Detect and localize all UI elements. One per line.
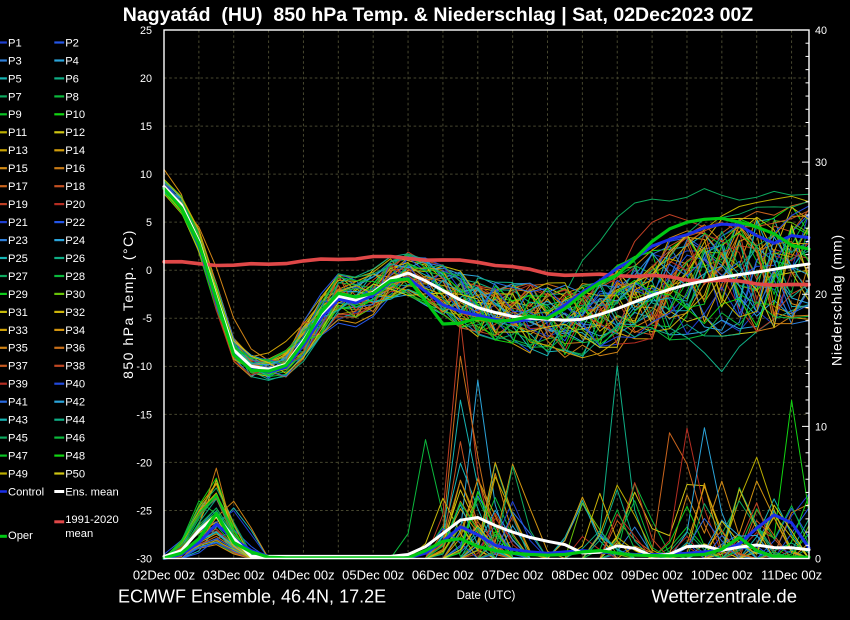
svg-text:P2: P2 [65, 37, 79, 49]
svg-text:30: 30 [815, 157, 827, 169]
svg-text:-30: -30 [136, 553, 152, 565]
svg-text:40: 40 [815, 25, 827, 37]
svg-text:P7: P7 [8, 91, 22, 103]
svg-text:04Dec 00z: 04Dec 00z [272, 568, 334, 583]
svg-text:11Dec 00z: 11Dec 00z [761, 568, 822, 583]
svg-text:Ens. mean: Ens. mean [65, 486, 118, 498]
svg-text:P9: P9 [8, 109, 22, 121]
svg-text:P25: P25 [8, 253, 28, 265]
svg-text:P42: P42 [65, 397, 85, 409]
svg-text:P41: P41 [8, 397, 28, 409]
svg-text:1991-2020: 1991-2020 [65, 514, 119, 526]
svg-text:-20: -20 [136, 457, 152, 469]
svg-text:5: 5 [146, 217, 152, 229]
svg-text:P16: P16 [65, 163, 85, 175]
svg-text:Date (UTC): Date (UTC) [457, 590, 516, 602]
svg-text:ECMWF Ensemble, 46.4N, 17.2E: ECMWF Ensemble, 46.4N, 17.2E [118, 587, 386, 607]
svg-text:P20: P20 [65, 199, 85, 211]
svg-text:P28: P28 [65, 271, 85, 283]
svg-text:07Dec 00z: 07Dec 00z [482, 568, 544, 583]
svg-text:P45: P45 [8, 433, 28, 445]
svg-text:-15: -15 [136, 409, 152, 421]
svg-text:P31: P31 [8, 307, 28, 319]
svg-text:09Dec 00z: 09Dec 00z [621, 568, 683, 583]
svg-text:P19: P19 [8, 199, 28, 211]
svg-text:05Dec 00z: 05Dec 00z [342, 568, 404, 583]
svg-text:P40: P40 [65, 379, 85, 391]
svg-text:850 hPa Temp. (°C): 850 hPa Temp. (°C) [120, 229, 136, 379]
svg-text:P26: P26 [65, 253, 85, 265]
svg-text:Wetterzentrale.de: Wetterzentrale.de [651, 586, 797, 607]
svg-text:08Dec 00z: 08Dec 00z [551, 568, 613, 583]
svg-text:15: 15 [140, 121, 152, 133]
svg-text:P49: P49 [8, 468, 28, 480]
svg-text:P15: P15 [8, 163, 28, 175]
svg-text:mean: mean [65, 528, 93, 540]
svg-text:P22: P22 [65, 217, 85, 229]
svg-text:P8: P8 [65, 91, 79, 103]
svg-text:-25: -25 [136, 505, 152, 517]
svg-text:P29: P29 [8, 289, 28, 301]
svg-text:P18: P18 [65, 181, 85, 193]
svg-text:10: 10 [815, 421, 827, 433]
svg-text:-10: -10 [136, 361, 152, 373]
svg-text:P11: P11 [8, 127, 27, 139]
svg-text:02Dec 00z: 02Dec 00z [133, 568, 195, 583]
svg-text:P17: P17 [8, 181, 28, 193]
svg-text:Niederschlag (mm): Niederschlag (mm) [829, 234, 845, 366]
svg-text:P10: P10 [65, 109, 85, 121]
svg-text:P27: P27 [8, 271, 28, 283]
svg-text:P1: P1 [8, 37, 22, 49]
svg-text:Nagyatád (HU) 850 hPa Temp.: Nagyatád (HU) 850 hPa Temp. & Niederschl… [123, 4, 754, 26]
svg-text:06Dec 00z: 06Dec 00z [412, 568, 474, 583]
svg-text:20: 20 [140, 73, 152, 85]
svg-text:P14: P14 [65, 145, 85, 157]
svg-text:0: 0 [815, 553, 821, 565]
svg-text:0: 0 [146, 265, 152, 277]
svg-text:P47: P47 [8, 451, 28, 463]
svg-text:P50: P50 [65, 468, 85, 480]
svg-text:20: 20 [815, 289, 827, 301]
svg-text:03Dec 00z: 03Dec 00z [203, 568, 265, 583]
svg-text:P32: P32 [65, 307, 85, 319]
svg-text:P34: P34 [65, 325, 85, 337]
svg-text:P33: P33 [8, 325, 28, 337]
svg-text:P21: P21 [8, 217, 28, 229]
svg-text:P39: P39 [8, 379, 28, 391]
svg-text:P44: P44 [65, 415, 85, 427]
svg-text:Oper: Oper [8, 530, 33, 542]
svg-text:P4: P4 [65, 55, 79, 67]
svg-text:25: 25 [140, 25, 152, 37]
svg-text:P6: P6 [65, 73, 79, 85]
svg-text:P48: P48 [65, 451, 85, 463]
svg-text:P46: P46 [65, 433, 85, 445]
svg-text:10: 10 [140, 169, 152, 181]
svg-text:P12: P12 [65, 127, 85, 139]
svg-text:P13: P13 [8, 145, 28, 157]
svg-text:P24: P24 [65, 235, 85, 247]
svg-text:P35: P35 [8, 343, 28, 355]
svg-text:Control: Control [8, 486, 44, 498]
svg-text:P36: P36 [65, 343, 85, 355]
svg-text:P3: P3 [8, 55, 22, 67]
svg-text:10Dec 00z: 10Dec 00z [691, 568, 753, 583]
svg-text:P23: P23 [8, 235, 28, 247]
svg-text:P37: P37 [8, 361, 28, 373]
svg-text:P5: P5 [8, 73, 22, 85]
svg-text:-5: -5 [142, 313, 152, 325]
svg-text:P38: P38 [65, 361, 85, 373]
svg-text:P30: P30 [65, 289, 85, 301]
svg-text:P43: P43 [8, 415, 28, 427]
